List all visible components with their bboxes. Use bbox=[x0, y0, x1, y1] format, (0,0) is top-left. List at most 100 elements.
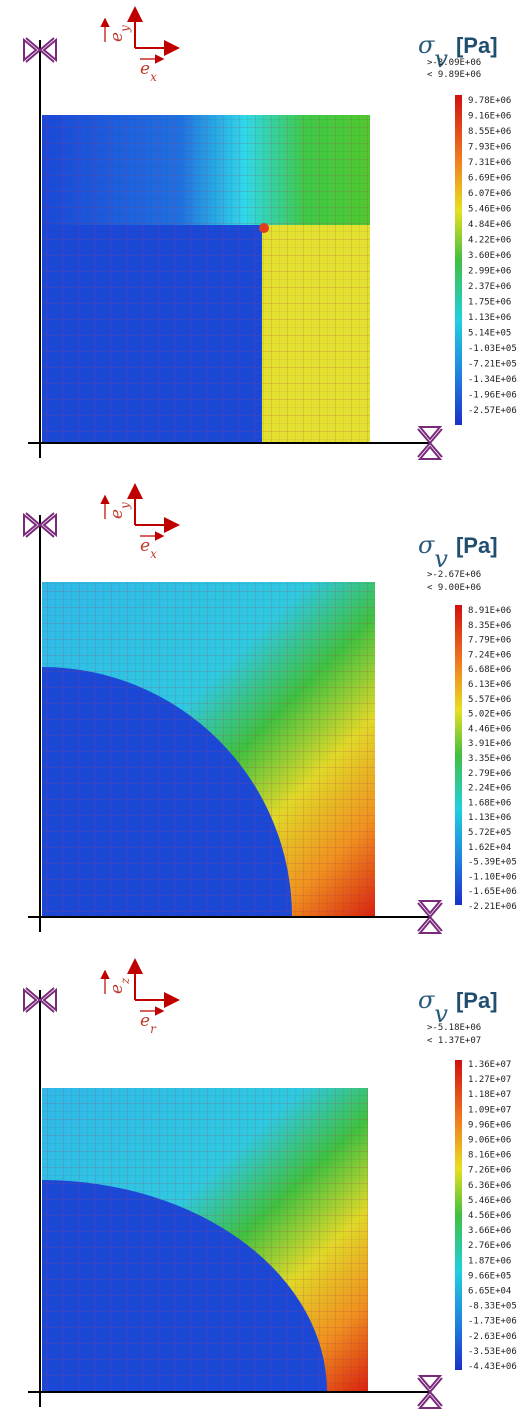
support-shape bbox=[417, 900, 443, 934]
colorbar-tick-label: 7.26E+06 bbox=[468, 1166, 511, 1176]
colorbar-tick-label: -1.03E+05 bbox=[468, 344, 517, 354]
legend-title-symbol: σ bbox=[418, 31, 435, 59]
support bbox=[23, 512, 57, 538]
axis-label-base: e bbox=[140, 1011, 150, 1031]
colorbar-tick-label: -2.21E+06 bbox=[468, 902, 517, 912]
support-shape bbox=[417, 426, 443, 460]
axis-label-sub: r bbox=[150, 1022, 157, 1036]
colorbar-tick-label: 4.56E+06 bbox=[468, 1211, 511, 1221]
colorbar-tick-label: -1.96E+06 bbox=[468, 391, 517, 401]
colorbar-tick-label: 7.31E+06 bbox=[468, 158, 511, 168]
axis-label: ex bbox=[140, 536, 157, 561]
support bbox=[23, 37, 57, 63]
colorbar-tick-label: 6.07E+06 bbox=[468, 189, 511, 199]
colorbar-tick-label: 2.79E+06 bbox=[468, 769, 511, 779]
legend-title-symbol: σ bbox=[418, 986, 435, 1014]
legend-title-symbol: σ bbox=[418, 531, 435, 559]
colorbar bbox=[455, 95, 462, 425]
colorbar-tick-label: 9.66E+05 bbox=[468, 1271, 511, 1281]
axis-label-sub: z bbox=[118, 977, 132, 985]
colorbar-tick-label: -8.33E+05 bbox=[468, 1302, 517, 1312]
axis-label-sub: y bbox=[118, 25, 132, 33]
legend-title: σv [Pa] bbox=[418, 31, 498, 73]
colorbar-tick-label: 5.57E+06 bbox=[468, 695, 511, 705]
legend-min: >-3.09E+06 bbox=[427, 58, 481, 68]
colorbar-tick-label: -3.53E+06 bbox=[468, 1347, 517, 1357]
legend-min: >-5.18E+06 bbox=[427, 1023, 481, 1033]
colorbar-tick-label: 6.36E+06 bbox=[468, 1181, 511, 1191]
colorbar-tick-label: 5.72E+05 bbox=[468, 828, 511, 838]
support-shape bbox=[23, 987, 57, 1013]
colorbar-tick-label: 9.96E+06 bbox=[468, 1120, 511, 1130]
colorbar-tick-label: -2.63E+06 bbox=[468, 1332, 517, 1342]
legend-max: < 1.37E+07 bbox=[427, 1036, 481, 1046]
axis-label: ex bbox=[140, 59, 157, 84]
legend-max: < 9.00E+06 bbox=[427, 583, 481, 593]
colorbar-tick-label: -7.21E+05 bbox=[468, 360, 517, 370]
legend-min: >-2.67E+06 bbox=[427, 570, 481, 580]
colorbar-tick-label: -1.10E+06 bbox=[468, 872, 517, 882]
colorbar-tick-label: 4.84E+06 bbox=[468, 220, 511, 230]
support-shape bbox=[23, 512, 57, 538]
colorbar-tick-label: 8.35E+06 bbox=[468, 621, 511, 631]
legend-max: < 9.89E+06 bbox=[427, 70, 481, 80]
legend-title-sub: v bbox=[434, 1000, 448, 1028]
colorbar-tick-label: 5.46E+06 bbox=[468, 205, 511, 215]
colorbar-tick-label: -2.57E+06 bbox=[468, 406, 517, 416]
colorbar-tick-label: 6.68E+06 bbox=[468, 665, 511, 675]
colorbar-tick-label: 1.13E+06 bbox=[468, 813, 511, 823]
axis-label-sub: x bbox=[150, 547, 157, 561]
axis-label-base: e bbox=[107, 509, 127, 519]
colorbar-tick-label: -1.65E+06 bbox=[468, 887, 517, 897]
colorbar-tick-label: 6.13E+06 bbox=[468, 680, 511, 690]
axis-label-base: e bbox=[140, 536, 150, 556]
colorbar-tick-label: 6.65E+04 bbox=[468, 1287, 511, 1297]
colorbar-tick-label: 1.68E+06 bbox=[468, 798, 511, 808]
axis-label: ey bbox=[107, 25, 132, 42]
axis-label: er bbox=[140, 1011, 157, 1036]
colorbar-tick-label: 2.99E+06 bbox=[468, 267, 511, 277]
support bbox=[417, 900, 443, 934]
colorbar bbox=[455, 1060, 462, 1370]
colorbar-tick-label: 2.37E+06 bbox=[468, 282, 511, 292]
colorbar-tick-label: 8.55E+06 bbox=[468, 127, 511, 137]
colorbar bbox=[455, 605, 462, 905]
axis-label-sub: x bbox=[150, 70, 157, 84]
axis-label: ez bbox=[107, 977, 132, 994]
legend-title-sub: v bbox=[434, 45, 448, 73]
colorbar-tick-label: 8.16E+06 bbox=[468, 1151, 511, 1161]
mesh-coarse bbox=[42, 582, 375, 917]
colorbar-tick-label: 3.91E+06 bbox=[468, 739, 511, 749]
colorbar-tick-label: 7.79E+06 bbox=[468, 636, 511, 646]
colorbar-tick-label: 7.93E+06 bbox=[468, 143, 511, 153]
legend-title-unit: [Pa] bbox=[456, 533, 498, 558]
colorbar-tick-label: -1.34E+06 bbox=[468, 375, 517, 385]
axis-label: ey bbox=[107, 502, 132, 519]
axis-label-base: e bbox=[140, 59, 150, 79]
legend-title-unit: [Pa] bbox=[456, 988, 498, 1013]
support-shape bbox=[417, 1375, 443, 1409]
legend-title: σv [Pa] bbox=[418, 986, 498, 1028]
colorbar-tick-label: 3.60E+06 bbox=[468, 251, 511, 261]
colorbar-tick-label: 1.36E+07 bbox=[468, 1060, 511, 1070]
colorbar-tick-label: 8.91E+06 bbox=[468, 606, 511, 616]
colorbar-tick-label: -5.39E+05 bbox=[468, 858, 517, 868]
colorbar-tick-label: 7.24E+06 bbox=[468, 650, 511, 660]
colorbar-tick-label: 6.69E+06 bbox=[468, 174, 511, 184]
axis-label-sub: y bbox=[118, 502, 132, 510]
legend-title-unit: [Pa] bbox=[456, 33, 498, 58]
support bbox=[417, 426, 443, 460]
colorbar-tick-label: 1.18E+07 bbox=[468, 1090, 511, 1100]
colorbar-tick-label: 1.09E+07 bbox=[468, 1105, 511, 1115]
colorbar-tick-label: 2.76E+06 bbox=[468, 1241, 511, 1251]
mesh-coarse bbox=[42, 1088, 368, 1392]
axis-label-base: e bbox=[107, 984, 127, 994]
support bbox=[23, 987, 57, 1013]
colorbar-tick-label: -1.73E+06 bbox=[468, 1317, 517, 1327]
mesh-coarse bbox=[42, 115, 370, 443]
colorbar-tick-label: 5.46E+06 bbox=[468, 1196, 511, 1206]
